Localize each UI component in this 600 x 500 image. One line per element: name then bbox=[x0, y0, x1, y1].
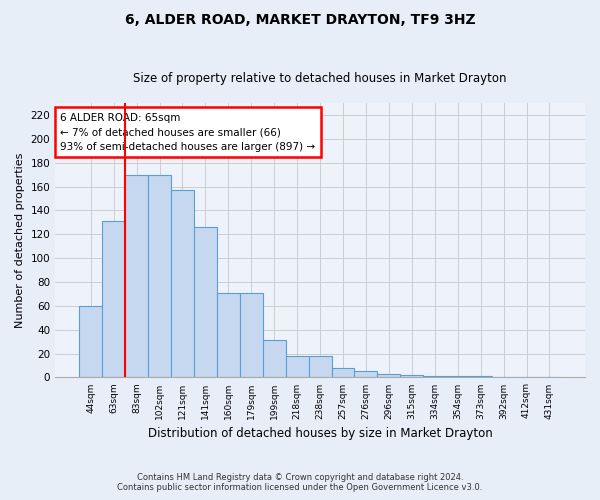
Bar bbox=[308, 356, 332, 378]
Bar bbox=[217, 292, 240, 378]
Bar bbox=[446, 376, 469, 378]
Bar bbox=[286, 356, 308, 378]
Y-axis label: Number of detached properties: Number of detached properties bbox=[15, 152, 25, 328]
Bar bbox=[171, 190, 194, 378]
Bar bbox=[400, 375, 423, 378]
Bar bbox=[423, 376, 446, 378]
Bar bbox=[125, 174, 148, 378]
Bar bbox=[377, 374, 400, 378]
Bar bbox=[332, 368, 355, 378]
Bar bbox=[263, 340, 286, 378]
Bar bbox=[355, 372, 377, 378]
Bar bbox=[79, 306, 102, 378]
Bar bbox=[194, 227, 217, 378]
Bar bbox=[102, 221, 125, 378]
Text: 6 ALDER ROAD: 65sqm
← 7% of detached houses are smaller (66)
93% of semi-detache: 6 ALDER ROAD: 65sqm ← 7% of detached hou… bbox=[61, 112, 316, 152]
Text: 6, ALDER ROAD, MARKET DRAYTON, TF9 3HZ: 6, ALDER ROAD, MARKET DRAYTON, TF9 3HZ bbox=[125, 12, 475, 26]
Bar bbox=[148, 174, 171, 378]
Text: Size of property relative to detached houses in Market Drayton: Size of property relative to detached ho… bbox=[133, 72, 507, 85]
Bar bbox=[469, 376, 492, 378]
Text: Contains HM Land Registry data © Crown copyright and database right 2024.
Contai: Contains HM Land Registry data © Crown c… bbox=[118, 473, 482, 492]
Bar bbox=[240, 292, 263, 378]
X-axis label: Distribution of detached houses by size in Market Drayton: Distribution of detached houses by size … bbox=[148, 427, 493, 440]
